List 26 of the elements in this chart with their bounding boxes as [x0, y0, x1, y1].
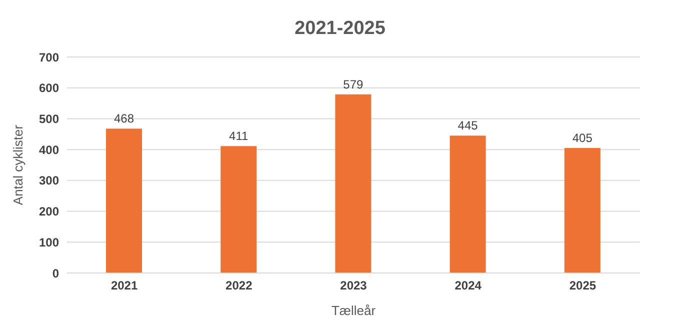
bar — [564, 148, 600, 273]
chart-title: 2021-2025 — [294, 18, 386, 40]
y-tick-label: 600 — [38, 81, 60, 96]
y-tick-label: 200 — [38, 204, 60, 219]
data-label: 468 — [114, 112, 134, 126]
x-tick-label: 2024 — [454, 278, 482, 293]
x-tick-label: 2021 — [110, 278, 138, 293]
x-tick-label: 2022 — [226, 278, 253, 293]
bar — [450, 136, 486, 273]
bar — [106, 128, 142, 273]
y-tick-label: 0 — [52, 266, 60, 280]
data-label: 411 — [229, 129, 248, 144]
x-tick-label: 2023 — [340, 278, 368, 293]
data-label: 445 — [458, 118, 478, 133]
y-tick-label: 300 — [38, 174, 60, 188]
y-axis-title: Antal cyklister — [10, 124, 26, 206]
y-tick-label: 500 — [38, 112, 60, 126]
y-tick-label: 100 — [38, 235, 60, 250]
x-tick-label: 2025 — [569, 278, 596, 293]
y-tick-label: 700 — [38, 50, 60, 64]
data-label: 579 — [343, 77, 364, 92]
data-label: 405 — [572, 131, 593, 146]
bar — [335, 94, 372, 273]
y-tick-label: 400 — [38, 142, 60, 157]
x-axis-title: Tælleår — [331, 303, 376, 318]
bar — [220, 146, 257, 273]
